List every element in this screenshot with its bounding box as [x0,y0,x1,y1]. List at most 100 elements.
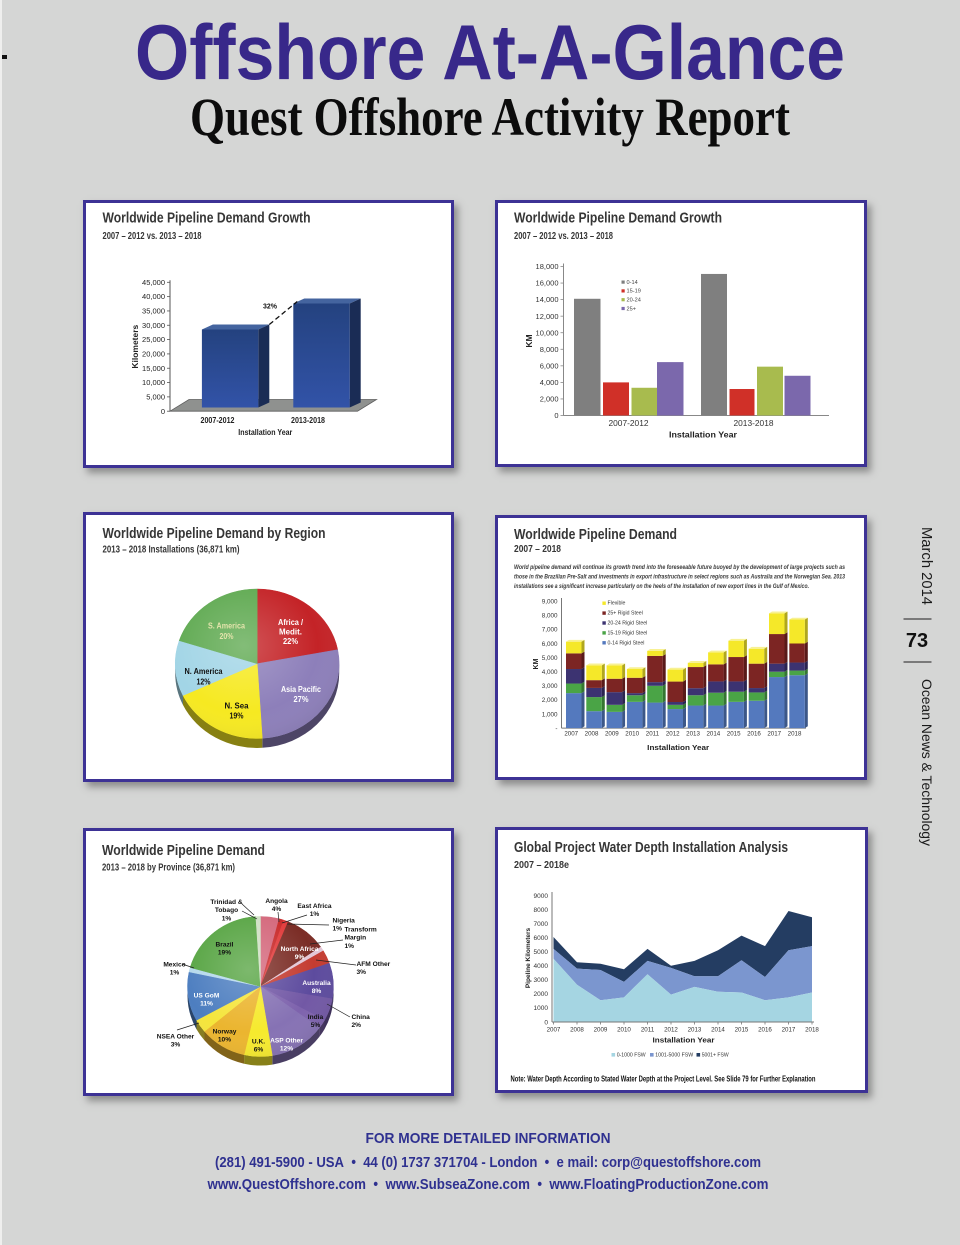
svg-text:5,000: 5,000 [146,392,165,401]
svg-text:9,000: 9,000 [542,599,558,606]
svg-text:11%: 11% [200,1001,213,1008]
svg-text:Ocean News & Technology: Ocean News & Technology [919,679,935,846]
svg-text:Installation Year: Installation Year [669,430,738,440]
svg-text:32%: 32% [263,304,278,311]
svg-text:Angola: Angola [265,898,288,905]
svg-text:0: 0 [554,411,558,420]
svg-text:2011: 2011 [646,731,660,738]
svg-text:19%: 19% [218,950,231,957]
svg-text:N. Sea: N. Sea [225,701,250,710]
svg-text:2016: 2016 [747,731,761,738]
svg-text:Worldwide Pipeline Demand: Worldwide Pipeline Demand [514,527,677,543]
svg-text:2007 – 2018: 2007 – 2018 [514,543,561,555]
svg-text:1001-5000 FSW: 1001-5000 FSW [655,1053,694,1059]
svg-text:2013-2018: 2013-2018 [734,418,774,428]
svg-text:3,000: 3,000 [542,683,558,690]
svg-text:30,000: 30,000 [142,321,165,330]
svg-text:5001+ FSW: 5001+ FSW [702,1053,730,1059]
svg-text:ASP Other: ASP Other [270,1038,303,1045]
svg-text:2017: 2017 [782,1027,796,1034]
svg-text:Worldwide Pipeline Demand Grow: Worldwide Pipeline Demand Growth [514,211,722,227]
svg-text:18,000: 18,000 [536,262,559,271]
svg-text:6,000: 6,000 [542,641,558,648]
svg-text:6,000: 6,000 [540,361,559,370]
svg-text:25+: 25+ [627,306,637,312]
svg-text:8%: 8% [312,988,322,995]
svg-text:Asia Pacific: Asia Pacific [281,685,322,694]
svg-text:2010: 2010 [617,1027,631,1034]
svg-text:www.QuestOffshore.com • www.: www.QuestOffshore.com • www.SubseaZone.c… [207,1176,769,1193]
svg-text:12,000: 12,000 [536,312,559,321]
svg-text:1%: 1% [310,911,320,918]
svg-text:1%: 1% [333,926,343,933]
svg-text:China: China [352,1014,371,1021]
svg-text:73: 73 [906,630,928,652]
svg-text:2%: 2% [352,1022,362,1029]
svg-text:Global Project Water Depth Ins: Global Project Water Depth Installation … [514,840,788,856]
svg-text:-: - [555,725,557,732]
svg-text:2007-2012: 2007-2012 [609,418,649,428]
svg-text:2017: 2017 [767,731,781,738]
svg-text:0: 0 [544,1019,548,1026]
svg-text:2008: 2008 [585,731,599,738]
svg-text:KM: KM [524,334,534,347]
svg-text:Offshore At-A-Glance: Offshore At-A-Glance [135,8,845,96]
svg-text:2007: 2007 [547,1027,561,1034]
svg-text:Installation Year: Installation Year [238,427,293,437]
svg-text:Mexico: Mexico [163,962,185,969]
svg-text:19%: 19% [230,711,244,720]
svg-text:4%: 4% [272,906,282,913]
svg-text:10%: 10% [218,1037,231,1044]
svg-text:Note: Water Depth According to: Note: Water Depth According to Stated Wa… [511,1075,816,1084]
svg-text:Australia: Australia [302,980,331,987]
svg-text:Worldwide Pipeline Demand: Worldwide Pipeline Demand [102,843,265,859]
svg-text:2010: 2010 [625,731,639,738]
svg-text:those in the Brazilian Pre-Sal: those in the Brazilian Pre-Salt and inve… [514,574,845,581]
svg-text:5%: 5% [311,1022,321,1029]
svg-text:25,000: 25,000 [142,335,165,344]
svg-text:India: India [308,1014,324,1021]
svg-text:US GoM: US GoM [194,993,220,1000]
svg-text:15,000: 15,000 [142,364,165,373]
svg-text:9%: 9% [295,954,305,961]
svg-text:20-24 Rigid Steel: 20-24 Rigid Steel [608,621,648,627]
svg-text:Medit.: Medit. [279,627,302,636]
svg-text:2012: 2012 [664,1027,678,1034]
svg-text:2011: 2011 [641,1027,655,1034]
svg-text:15-19: 15-19 [627,289,641,295]
svg-text:2012: 2012 [666,731,680,738]
svg-text:Worldwide Pipeline Demand by R: Worldwide Pipeline Demand by Region [103,526,326,542]
svg-text:2013: 2013 [686,731,700,738]
svg-text:2007: 2007 [564,731,578,738]
svg-text:12%: 12% [280,1046,293,1053]
svg-text:35,000: 35,000 [142,307,165,316]
svg-text:9000: 9000 [534,893,549,900]
svg-text:2015: 2015 [735,1027,749,1034]
svg-text:15-19 Rigid Steel: 15-19 Rigid Steel [608,630,648,636]
svg-text:KM: KM [533,658,540,669]
svg-text:North Africa: North Africa [281,946,319,953]
svg-text:40,000: 40,000 [142,292,165,301]
svg-text:6000: 6000 [534,935,549,942]
svg-text:S. America: S. America [208,621,246,630]
svg-text:7,000: 7,000 [542,627,558,634]
svg-text:NSEA Other: NSEA Other [157,1034,195,1041]
svg-text:2014: 2014 [706,731,720,738]
svg-text:3%: 3% [171,1042,181,1049]
svg-text:2007 – 2012 vs. 2013 – 2018: 2007 – 2012 vs. 2013 – 2018 [103,230,202,242]
svg-text:2007-2012: 2007-2012 [201,415,235,425]
svg-text:Quest Offshore Activity Report: Quest Offshore Activity Report [190,87,790,147]
svg-text:Installation Year: Installation Year [653,1036,715,1045]
svg-text:2000: 2000 [534,991,549,998]
svg-text:Nigeria: Nigeria [333,918,356,925]
svg-text:1%: 1% [170,970,180,977]
svg-text:2,000: 2,000 [540,395,559,404]
svg-text:2015: 2015 [727,731,741,738]
svg-text:Installation Year: Installation Year [647,743,709,752]
svg-text:Pipeline Kilometers: Pipeline Kilometers [525,927,532,988]
svg-text:8000: 8000 [534,907,549,914]
svg-text:Africa /: Africa / [278,618,304,627]
svg-text:2016: 2016 [758,1027,772,1034]
svg-text:2018: 2018 [788,731,802,738]
svg-text:1%: 1% [222,915,232,922]
